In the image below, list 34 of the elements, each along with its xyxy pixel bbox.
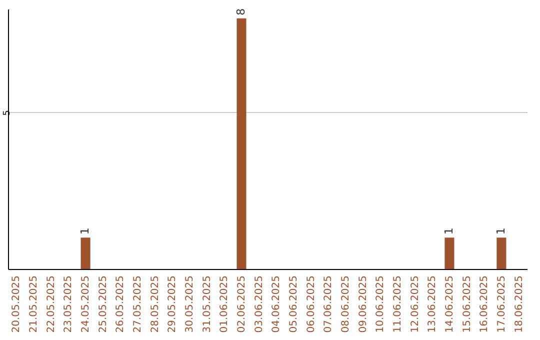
- x-tick-label: 15.06.2025: [462, 276, 473, 333]
- x-tick-label: 18.06.2025: [514, 276, 525, 333]
- x-tick-label: 04.06.2025: [271, 276, 282, 333]
- x-tick-label: 01.06.2025: [219, 276, 230, 333]
- x-tick-label: 30.05.2025: [184, 276, 196, 333]
- x-tick-label: 07.06.2025: [323, 276, 334, 333]
- x-tick-label: 13.06.2025: [427, 276, 438, 333]
- x-tick-label: 26.05.2025: [115, 276, 126, 333]
- x-tick-label: 17.06.2025: [496, 276, 508, 333]
- data-label: 1: [494, 228, 508, 235]
- x-tick-label: 16.06.2025: [479, 276, 490, 333]
- x-tick-label: 27.05.2025: [132, 276, 144, 333]
- x-tick-label: 31.05.2025: [202, 276, 213, 333]
- x-tick-label: 29.05.2025: [167, 276, 178, 333]
- x-tick-label: 23.05.2025: [63, 276, 74, 333]
- x-tick-label: 25.05.2025: [98, 276, 109, 333]
- x-tick-label: 12.06.2025: [410, 276, 421, 333]
- x-tick-label: 02.06.2025: [236, 276, 248, 333]
- x-tick-label: 22.05.2025: [46, 276, 57, 333]
- x-tick-label: 11.06.2025: [392, 276, 404, 333]
- x-tick-label: 28.05.2025: [150, 276, 161, 333]
- x-tick-label: 08.06.2025: [340, 276, 352, 333]
- x-tick-label: 14.06.2025: [444, 276, 456, 333]
- x-tick-label: 03.06.2025: [254, 276, 265, 333]
- x-tick-label: 10.06.2025: [375, 276, 386, 333]
- data-label: 1: [442, 228, 456, 235]
- x-tick-label: 20.05.2025: [11, 276, 22, 333]
- x-tick-label: 21.05.2025: [28, 276, 40, 333]
- x-tick-label: 24.05.2025: [80, 276, 92, 333]
- x-tick-label: 05.06.2025: [288, 276, 300, 333]
- x-tick-label: 06.06.2025: [306, 276, 317, 333]
- data-label: 8: [234, 8, 248, 16]
- x-tick-label: 09.06.2025: [358, 276, 369, 333]
- data-label: 1: [78, 228, 92, 235]
